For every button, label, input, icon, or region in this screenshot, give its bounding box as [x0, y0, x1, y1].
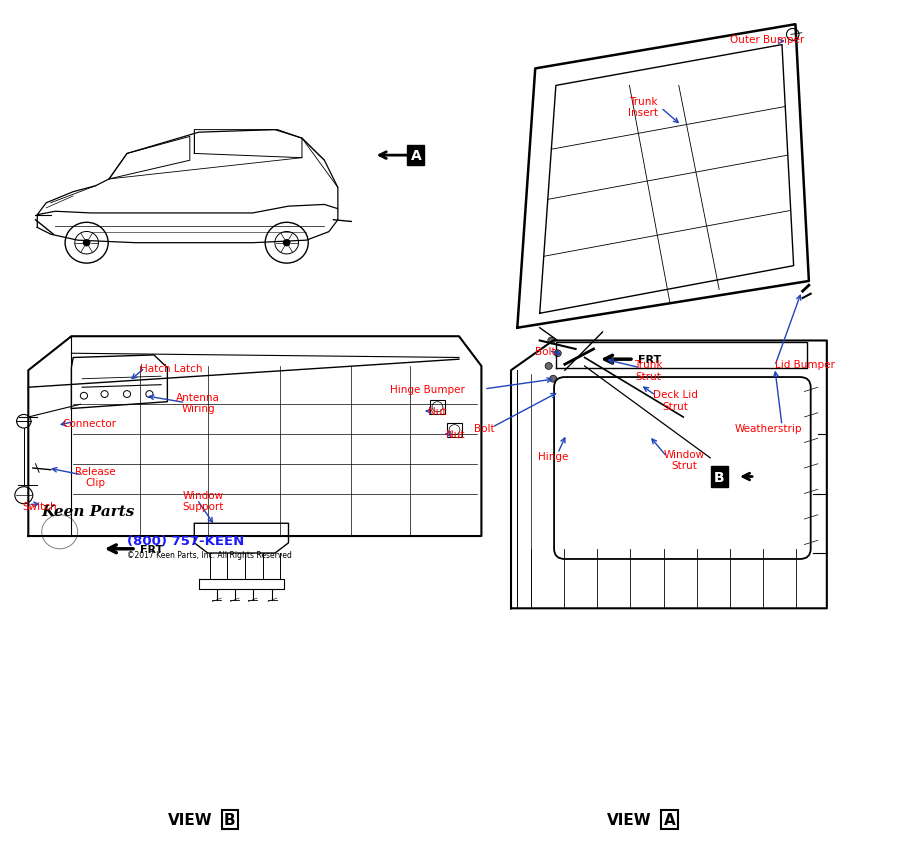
Text: Bolt: Bolt — [536, 346, 556, 356]
Text: A: A — [663, 812, 675, 826]
Text: Antenna
Wiring: Antenna Wiring — [176, 392, 220, 414]
Text: Window
Strut: Window Strut — [663, 449, 705, 471]
Text: FRT: FRT — [638, 354, 662, 365]
Text: ©2017 Keen Parts, Inc. All Rights Reserved: ©2017 Keen Parts, Inc. All Rights Reserv… — [127, 550, 292, 560]
Text: Release
Clip: Release Clip — [75, 466, 115, 487]
Text: Window
Support: Window Support — [183, 490, 224, 511]
Text: Trunk
Insert: Trunk Insert — [628, 97, 658, 118]
Circle shape — [548, 337, 555, 344]
Text: Connector: Connector — [62, 418, 116, 429]
Text: Trunk
Strut: Trunk Strut — [634, 360, 662, 382]
Text: Hinge Bumper: Hinge Bumper — [391, 384, 465, 394]
Circle shape — [550, 376, 557, 383]
Text: A: A — [410, 149, 421, 163]
Bar — [430, 400, 445, 414]
Text: B: B — [714, 470, 724, 484]
Bar — [447, 423, 462, 437]
Text: Nut: Nut — [446, 429, 465, 440]
Text: VIEW: VIEW — [608, 812, 652, 826]
Circle shape — [554, 350, 562, 357]
Text: Hatch Latch: Hatch Latch — [140, 363, 203, 373]
Text: B: B — [224, 812, 236, 826]
Text: Keen Parts: Keen Parts — [41, 504, 135, 518]
Circle shape — [83, 239, 91, 247]
Text: Deck Lid
Strut: Deck Lid Strut — [652, 389, 698, 412]
Text: Switch: Switch — [22, 502, 57, 512]
Text: Weatherstrip: Weatherstrip — [735, 423, 803, 434]
Circle shape — [283, 239, 291, 247]
Text: Nut: Nut — [428, 406, 446, 417]
Text: VIEW: VIEW — [167, 812, 212, 826]
Text: Outer Bumper: Outer Bumper — [730, 35, 805, 44]
Text: Bolt: Bolt — [474, 423, 495, 434]
Text: Hinge: Hinge — [538, 452, 568, 462]
Text: FRT: FRT — [140, 544, 164, 554]
Text: Lid Bumper: Lid Bumper — [775, 360, 834, 370]
Text: (800) 757-KEEN: (800) 757-KEEN — [127, 534, 244, 547]
Circle shape — [545, 363, 553, 370]
